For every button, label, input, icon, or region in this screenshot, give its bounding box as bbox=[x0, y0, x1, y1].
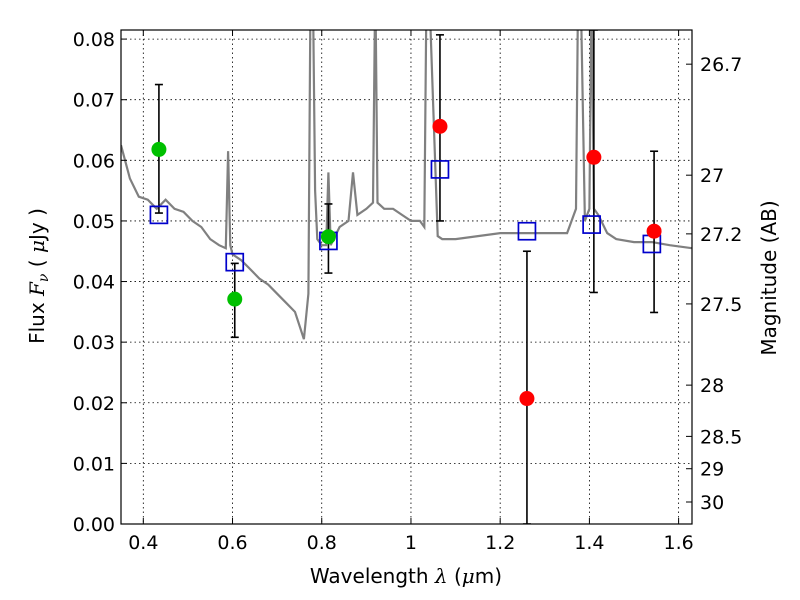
x-tick-label: 0.4 bbox=[128, 532, 158, 554]
y2-tick-label: 30 bbox=[700, 492, 724, 514]
x-tick-label: 0.8 bbox=[307, 532, 337, 554]
y2-tick-label: 28 bbox=[700, 375, 724, 397]
y2-tick-label: 29 bbox=[700, 459, 724, 481]
observed-photometry-point bbox=[432, 118, 448, 134]
model-photometry-point bbox=[582, 215, 601, 234]
observed-photometry-point bbox=[646, 223, 662, 239]
y2-tick-label: 27 bbox=[700, 165, 724, 187]
x-tick-label: 1.2 bbox=[485, 532, 515, 554]
model-photometry-point bbox=[149, 205, 169, 225]
y2-tick-label: 27.2 bbox=[700, 224, 742, 246]
y-tick-label: 0.02 bbox=[73, 393, 115, 415]
x-tick-label: 1.6 bbox=[664, 532, 694, 554]
y2-tick-label: 27.5 bbox=[700, 294, 742, 316]
y2-axis-label: Magnitude (AB) bbox=[757, 200, 781, 355]
y-tick-label: 0.08 bbox=[73, 29, 115, 51]
y2-axis-ticks: 26.7 27 27.2 27.5 28 28.5 29 30 bbox=[686, 54, 742, 514]
y2-tick-label: 26.7 bbox=[700, 54, 742, 76]
observed-photometry-point bbox=[586, 149, 602, 165]
model-spectrum-line bbox=[121, 30, 692, 340]
plot-frame bbox=[120, 29, 693, 525]
y-tick-label: 0.01 bbox=[73, 453, 115, 475]
x-axis-label: Wavelength λ (μm) bbox=[310, 564, 502, 588]
y-tick-label: 0.03 bbox=[73, 332, 115, 354]
y-axis-ticks: 0.00 0.01 0.02 0.03 0.04 0.05 0.06 0.07 0.08 bbox=[73, 29, 127, 536]
observed-photometry-point bbox=[227, 291, 243, 307]
y-axis-label: Flux Fν ( μJy ) bbox=[25, 208, 52, 344]
model-photometry-point bbox=[430, 160, 450, 179]
y-tick-label: 0.04 bbox=[73, 272, 115, 294]
x-tick-label: 1.4 bbox=[574, 532, 604, 554]
observed-photometry-point bbox=[320, 229, 336, 245]
observed-photometry-markers bbox=[151, 118, 662, 407]
model-photometry-point bbox=[225, 252, 245, 272]
observed-photometry-point bbox=[519, 391, 535, 407]
x-tick-label: 0.6 bbox=[217, 532, 247, 554]
y-tick-label: 0.06 bbox=[73, 150, 115, 172]
y2-tick-label: 28.5 bbox=[700, 426, 742, 448]
y-tick-label: 0.00 bbox=[73, 514, 115, 536]
y-tick-label: 0.05 bbox=[73, 211, 115, 233]
model-photometry-point bbox=[517, 221, 537, 241]
observed-photometry-point bbox=[151, 141, 167, 157]
x-axis-ticks: 0.4 0.6 0.8 1 1.2 1.4 1.6 bbox=[128, 30, 694, 554]
plot-area bbox=[121, 30, 692, 524]
y-tick-label: 0.07 bbox=[73, 90, 115, 112]
x-tick-label: 1 bbox=[405, 532, 417, 554]
